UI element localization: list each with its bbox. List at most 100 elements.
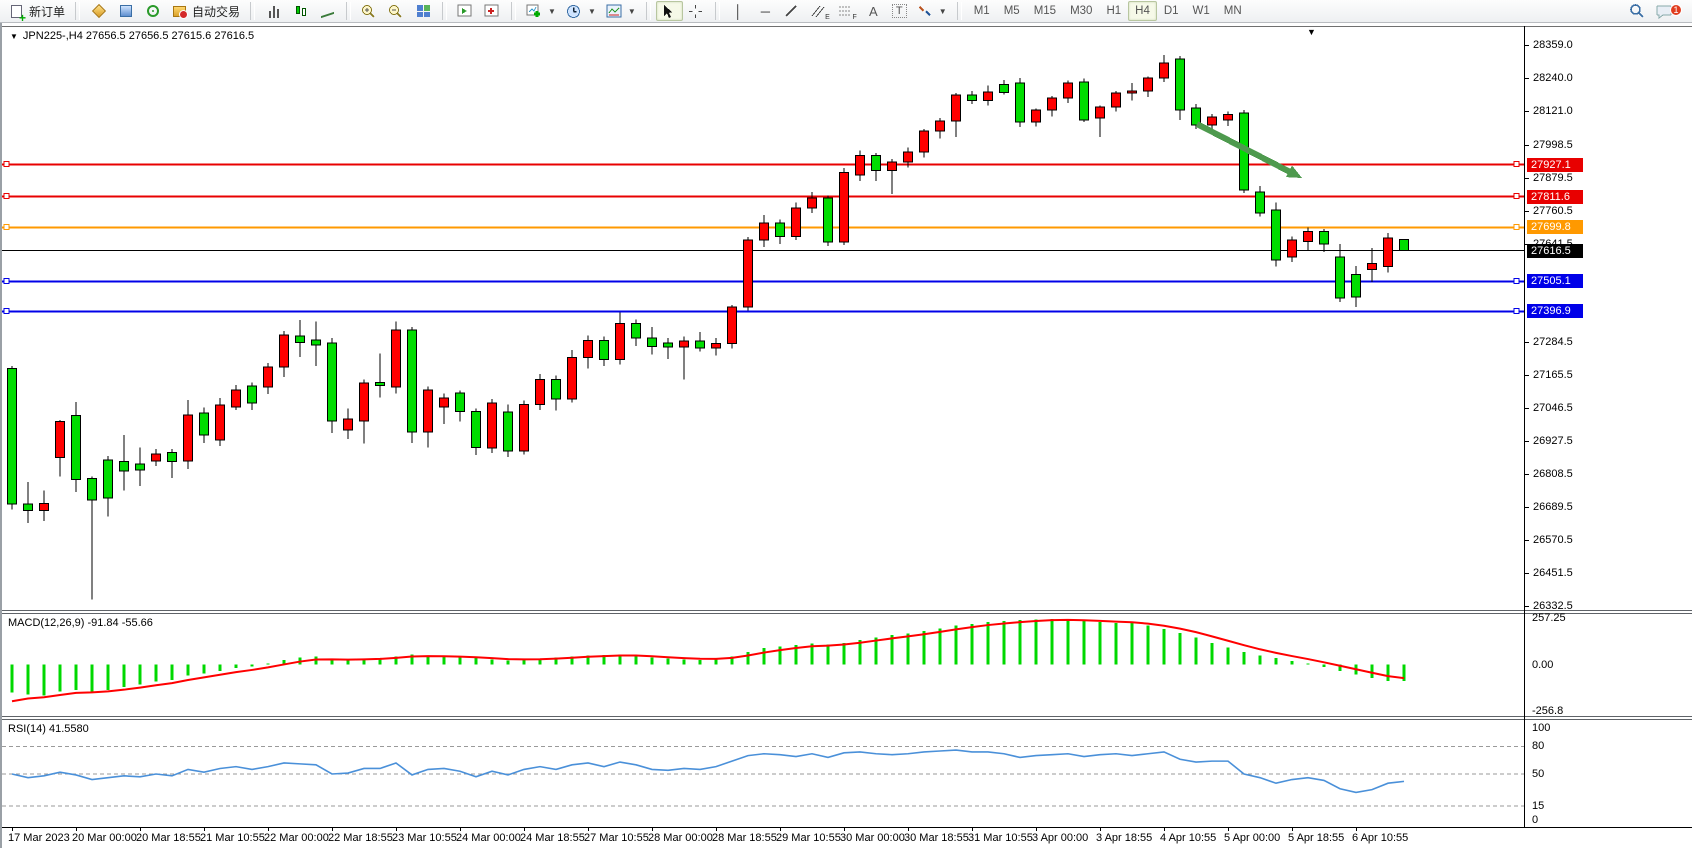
candle-body [743, 239, 753, 308]
macd-panel[interactable] [2, 613, 1524, 716]
line-handle-left[interactable] [3, 307, 10, 314]
auto-trading-button[interactable]: 自动交易 [166, 1, 245, 21]
templates-menu-button[interactable]: ▼ [601, 1, 641, 21]
time-axis[interactable]: 17 Mar 2023 20 Mar 00:00 20 Mar 18:55 21 Ma… [2, 827, 1692, 848]
text-tool-button[interactable]: A [860, 1, 887, 21]
vertical-line-tool-button[interactable]: │ [725, 1, 752, 21]
timeframe-button-m15[interactable]: M15 [1033, 5, 1057, 17]
rsi-scale-label: 50 [1532, 768, 1545, 780]
line-handle-left[interactable] [3, 223, 10, 230]
timeframe-button-m1[interactable]: M1 [973, 5, 990, 17]
zoom-out-button[interactable] [383, 1, 410, 21]
timeframe-button-mn[interactable]: MN [1223, 5, 1242, 17]
macd-histogram-bar [762, 648, 766, 665]
price-tick-label: 26927.5 [1533, 435, 1573, 448]
macd-histogram-bar [1242, 651, 1246, 665]
chart-shift-marker-icon[interactable]: ▼ [1307, 27, 1316, 37]
macd-histogram-bar [906, 633, 910, 665]
macd-histogram-bar [218, 664, 222, 671]
candle-body [583, 339, 593, 359]
macd-histogram-bar [746, 651, 750, 665]
chart-window[interactable]: ▼ JPN225-,H4 27656.5 27656.5 27615.6 276… [0, 23, 1692, 848]
candle-body [231, 389, 241, 408]
candle-body [487, 402, 497, 449]
candle-body [711, 343, 721, 349]
price-line-badge-27699.8: 27699.8 [1527, 220, 1583, 235]
candle-body [1015, 82, 1025, 123]
macd-histogram-bar [346, 659, 350, 665]
time-tick-label: 22 Mar 18:55 [328, 832, 393, 844]
candle-body [295, 335, 305, 344]
timeframe-button-m5[interactable]: M5 [1003, 5, 1020, 17]
time-tick-label: 21 Mar 10:55 [200, 832, 265, 844]
label-tool-button[interactable]: T [887, 1, 912, 21]
new-order-button[interactable]: 新订单 [3, 1, 70, 23]
timeframe-button-h4[interactable]: H4 [1128, 1, 1157, 21]
line-handle-right[interactable] [1513, 161, 1520, 168]
macd-histogram-bar [874, 637, 878, 665]
macd-histogram-bar [1210, 642, 1214, 665]
price-tick-mark [1525, 375, 1529, 377]
main-price-chart[interactable] [2, 26, 1524, 610]
time-tick-label: 20 Mar 00:00 [72, 832, 137, 844]
candlestick-mode-button[interactable] [287, 1, 314, 21]
cursor-tool-button[interactable] [655, 1, 683, 21]
time-tick-label: 17 Mar 2023 [8, 832, 70, 844]
candlestick-icon [292, 3, 309, 19]
data-window-button[interactable] [112, 1, 139, 21]
one-click-trading-caret-icon[interactable]: ▼ [10, 31, 18, 41]
notifications-icon[interactable]: 1 [1656, 3, 1682, 19]
line-chart-mode-button[interactable] [314, 1, 341, 21]
price-tick-mark [1525, 441, 1529, 443]
search-icon[interactable] [1629, 3, 1646, 19]
macd-histogram-bar [1322, 664, 1326, 668]
strategy-tester-button[interactable] [139, 1, 166, 21]
macd-histogram-bar [682, 659, 686, 665]
panel-separator[interactable] [2, 610, 1692, 614]
horizontal-line-tool-button[interactable]: ─ [752, 1, 779, 21]
crosshair-tool-button[interactable] [683, 1, 710, 21]
line-handle-left[interactable] [3, 277, 10, 284]
panel-separator[interactable] [2, 716, 1692, 720]
bar-chart-mode-button[interactable] [260, 1, 287, 21]
timeframe-button-m30[interactable]: M30 [1070, 5, 1093, 17]
line-handle-right[interactable] [1513, 193, 1520, 200]
candle-body [1079, 81, 1089, 121]
timeframe-button-h1[interactable]: H1 [1106, 5, 1122, 17]
indicator-window-button[interactable] [452, 1, 479, 21]
line-handle-left[interactable] [3, 161, 10, 168]
candle-body [1207, 116, 1217, 126]
macd-histogram-bar [202, 664, 206, 674]
candle-body [919, 130, 929, 153]
line-handle-right[interactable] [1513, 223, 1520, 230]
time-tick-label: 31 Mar 10:55 [968, 832, 1033, 844]
fibonacci-tool-button[interactable]: F [833, 1, 860, 21]
arrows-tool-button[interactable]: ▼ [912, 1, 952, 21]
periods-menu-button[interactable]: ▼ [561, 1, 601, 21]
timeframe-button-d1[interactable]: D1 [1163, 5, 1179, 17]
market-depth-button[interactable] [85, 1, 112, 21]
time-tick-mark [76, 828, 77, 831]
trend-annotation-arrow[interactable] [1195, 121, 1302, 178]
macd-histogram-bar [570, 656, 574, 665]
tile-windows-button[interactable] [410, 1, 437, 21]
indicator-window-add-button[interactable] [479, 1, 506, 21]
macd-histogram-bar [666, 658, 670, 665]
candle-body [279, 334, 289, 368]
macd-histogram-bar [890, 635, 894, 665]
macd-histogram-bar [602, 655, 606, 665]
line-handle-right[interactable] [1513, 277, 1520, 284]
channel-tool-button[interactable]: E [806, 1, 833, 21]
zoom-in-button[interactable] [356, 1, 383, 21]
macd-histogram-bar [1274, 658, 1278, 665]
price-axis[interactable]: 28359.0 28240.0 28121.0 27998.5 27879.5 27760… [1524, 26, 1692, 827]
trendline-tool-button[interactable] [779, 1, 806, 21]
rsi-panel[interactable] [2, 719, 1524, 827]
candle-body [423, 389, 433, 433]
line-handle-right[interactable] [1513, 307, 1520, 314]
timeframe-button-w1[interactable]: W1 [1192, 5, 1210, 17]
macd-histogram-bar [810, 643, 814, 665]
line-handle-left[interactable] [3, 193, 10, 200]
indicators-menu-button[interactable]: ▼ [521, 1, 561, 21]
candle-body [1335, 256, 1345, 299]
